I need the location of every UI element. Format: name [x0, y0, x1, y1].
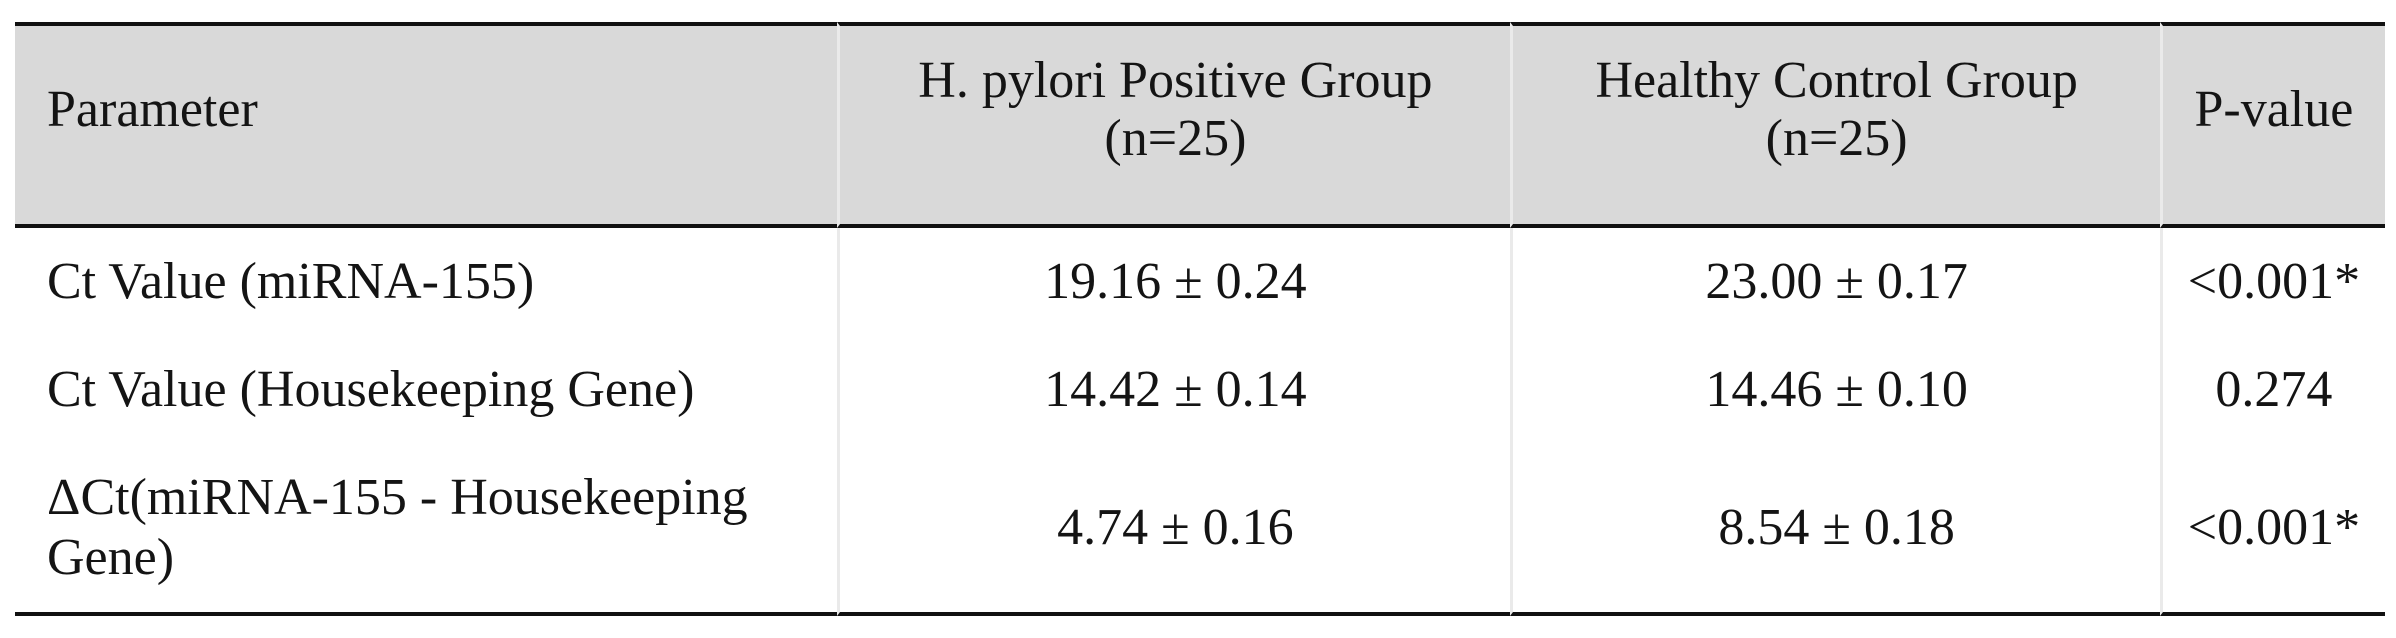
col-header-healthy-control-label: Healthy Control Group	[1595, 52, 2078, 109]
document-page: Parameter H. pylori Positive Group (n=25…	[0, 22, 2396, 638]
positive-group-value-cell: 19.16 ± 0.24	[837, 228, 1511, 336]
col-header-p-value: P-value	[2159, 22, 2385, 228]
col-header-hpylori-positive-n: (n=25)	[1104, 110, 1247, 167]
col-header-healthy-control-n: (n=25)	[1765, 110, 1908, 167]
mirna-expression-table: Parameter H. pylori Positive Group (n=25…	[15, 22, 2385, 616]
p-value-cell: <0.001*	[2159, 444, 2385, 616]
table-header: Parameter H. pylori Positive Group (n=25…	[15, 22, 2385, 228]
parameter-cell: Ct Value (miRNA-155)	[15, 228, 838, 336]
positive-group-value-cell: 4.74 ± 0.16	[837, 444, 1511, 616]
table-row-ct-mirna155: Ct Value (miRNA-155) 19.16 ± 0.24 23.00 …	[15, 228, 2385, 336]
table-body: Ct Value (miRNA-155) 19.16 ± 0.24 23.00 …	[15, 228, 2385, 616]
parameter-cell: ΔCt(miRNA-155 - Housekeeping Gene)	[15, 444, 838, 616]
control-group-value-cell: 23.00 ± 0.17	[1510, 228, 2160, 336]
p-value-cell: <0.001*	[2159, 228, 2385, 336]
parameter-cell: Ct Value (Housekeeping Gene)	[15, 336, 838, 444]
col-header-p-value-label: P-value	[2194, 81, 2354, 138]
table-row-delta-ct: ΔCt(miRNA-155 - Housekeeping Gene) 4.74 …	[15, 444, 2385, 616]
control-group-value-cell: 14.46 ± 0.10	[1510, 336, 2160, 444]
table-row-ct-housekeeping: Ct Value (Housekeeping Gene) 14.42 ± 0.1…	[15, 336, 2385, 444]
col-header-hpylori-positive-group: H. pylori Positive Group (n=25)	[837, 22, 1511, 228]
header-row: Parameter H. pylori Positive Group (n=25…	[15, 22, 2385, 228]
col-header-parameter: Parameter	[15, 22, 838, 228]
col-header-hpylori-positive-label: H. pylori Positive Group	[918, 52, 1433, 109]
positive-group-value-cell: 14.42 ± 0.14	[837, 336, 1511, 444]
control-group-value-cell: 8.54 ± 0.18	[1510, 444, 2160, 616]
col-header-parameter-label: Parameter	[47, 81, 258, 138]
col-header-healthy-control-group: Healthy Control Group (n=25)	[1510, 22, 2160, 228]
p-value-cell: 0.274	[2159, 336, 2385, 444]
